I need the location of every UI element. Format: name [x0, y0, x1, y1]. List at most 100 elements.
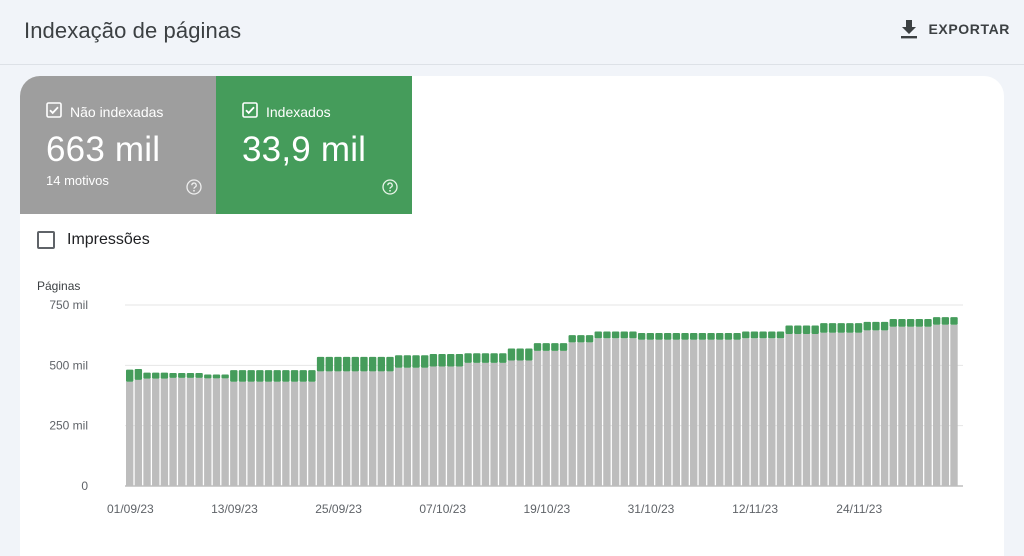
bar-indexed — [646, 332, 655, 340]
impressions-label: Impressões — [67, 231, 150, 248]
bar-not-indexed — [854, 332, 863, 486]
bar-not-indexed — [377, 371, 386, 486]
bar-not-indexed — [195, 377, 203, 486]
bar-not-indexed — [386, 371, 394, 486]
bar-not-indexed — [924, 326, 932, 486]
tile-value: 33,9 mil — [242, 130, 367, 169]
bar-indexed — [230, 370, 238, 382]
bar-indexed — [776, 331, 785, 339]
bar-not-indexed — [178, 377, 186, 486]
page-title: Indexação de páginas — [24, 18, 242, 43]
x-tick-label: 12/11/23 — [732, 502, 778, 516]
bar-indexed — [542, 343, 550, 351]
bar-not-indexed — [299, 381, 307, 486]
bar-indexed — [412, 355, 420, 368]
bar-indexed — [768, 331, 776, 339]
tile-indexed[interactable]: Indexados 33,9 mil — [216, 76, 412, 214]
bar-indexed — [126, 369, 134, 382]
bar-indexed — [282, 370, 290, 382]
bar-indexed — [386, 356, 394, 372]
y-axis-title: Páginas — [37, 279, 80, 293]
bar-not-indexed — [681, 339, 689, 486]
bar-not-indexed — [768, 338, 776, 486]
bar-not-indexed — [551, 350, 559, 486]
x-tick-label: 01/09/23 — [107, 502, 154, 516]
bar-indexed — [516, 348, 524, 361]
bar-indexed — [742, 331, 750, 339]
x-tick-label: 31/10/23 — [628, 502, 675, 516]
bar-indexed — [872, 321, 880, 331]
bar-indexed — [733, 332, 741, 340]
bar-not-indexed — [256, 381, 264, 486]
bar-not-indexed — [394, 367, 403, 486]
bar-indexed — [195, 373, 203, 378]
bar-indexed — [759, 331, 767, 339]
bar-indexed — [256, 370, 264, 382]
pages-chart: Páginas 0 250 mil 500 mil 750 mil 01/09/23 13/… — [37, 279, 963, 516]
bar-indexed — [577, 335, 585, 343]
help-icon[interactable] — [186, 179, 202, 200]
tile-label: Indexados — [266, 103, 331, 120]
bar-indexed — [559, 343, 568, 351]
bar-not-indexed — [525, 360, 533, 486]
bar-indexed — [264, 370, 273, 382]
bar-indexed — [160, 372, 169, 379]
bar-indexed — [273, 370, 281, 382]
bar-not-indexed — [152, 378, 160, 486]
export-button[interactable]: EXPORTAR — [900, 16, 1010, 42]
bar-not-indexed — [663, 339, 672, 486]
bar-not-indexed — [464, 362, 472, 486]
bar-indexed — [690, 332, 698, 340]
bar-not-indexed — [473, 362, 481, 486]
checkbox-checked-icon[interactable] — [242, 102, 258, 121]
bar-indexed — [698, 332, 707, 340]
bar-indexed — [915, 318, 923, 327]
help-icon[interactable] — [382, 179, 398, 200]
bar-not-indexed — [620, 338, 628, 486]
bar-indexed — [828, 323, 837, 333]
bar-not-indexed — [837, 332, 845, 486]
checkbox-checked-icon[interactable] — [46, 102, 62, 121]
bar-not-indexed — [308, 381, 316, 486]
bar-indexed — [507, 348, 516, 361]
bar-not-indexed — [672, 339, 681, 486]
bar-indexed — [820, 323, 828, 333]
bar-indexed — [950, 317, 958, 325]
indexing-card: Não indexadas 663 mil 14 motivos Indexad… — [20, 76, 1004, 556]
bar-indexed — [247, 370, 255, 382]
bar-indexed — [794, 325, 802, 334]
bar-indexed — [178, 373, 186, 378]
bar-indexed — [204, 374, 212, 379]
bar-not-indexed — [516, 360, 524, 486]
bar-indexed — [438, 353, 446, 367]
bar-indexed — [394, 355, 403, 368]
y-tick-label: 500 mil — [49, 358, 88, 372]
bar-indexed — [351, 356, 359, 372]
bar-not-indexed — [290, 381, 299, 486]
y-tick-label: 750 mil — [49, 298, 88, 312]
bar-indexed — [186, 373, 195, 378]
bar-indexed — [568, 335, 576, 343]
bar-not-indexed — [733, 339, 741, 486]
bar-not-indexed — [585, 342, 594, 486]
bar-not-indexed — [646, 339, 655, 486]
bar-not-indexed — [880, 330, 889, 486]
bar-indexed — [837, 323, 845, 333]
bar-not-indexed — [759, 338, 767, 486]
bar-indexed — [785, 325, 793, 334]
bar-not-indexed — [316, 371, 325, 486]
bar-indexed — [143, 372, 151, 379]
checkbox-empty-icon[interactable] — [37, 231, 55, 249]
bar-indexed — [455, 353, 464, 367]
impressions-toggle[interactable]: Impressões — [37, 231, 150, 249]
bar-not-indexed — [655, 339, 663, 486]
y-tick-label: 250 mil — [49, 419, 88, 433]
bar-not-indexed — [828, 332, 837, 486]
tile-not-indexed[interactable]: Não indexadas 663 mil 14 motivos — [20, 76, 216, 214]
bar-indexed — [325, 356, 333, 372]
bar-not-indexed — [325, 371, 333, 486]
bar-indexed — [854, 323, 863, 333]
bar-indexed — [481, 353, 490, 363]
bar-not-indexed — [412, 367, 420, 486]
x-tick-label: 19/10/23 — [523, 502, 570, 516]
